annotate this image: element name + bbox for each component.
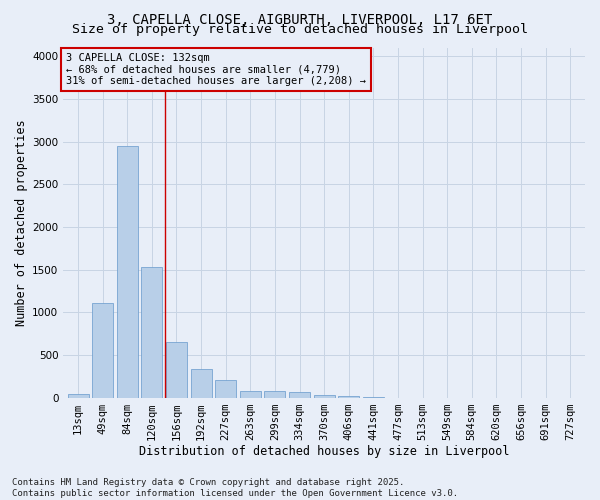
- Bar: [117, 146, 138, 398]
- Text: Size of property relative to detached houses in Liverpool: Size of property relative to detached ho…: [72, 22, 528, 36]
- Bar: [142, 267, 163, 398]
- Text: 3 CAPELLA CLOSE: 132sqm
← 68% of detached houses are smaller (4,779)
31% of semi: 3 CAPELLA CLOSE: 132sqm ← 68% of detache…: [66, 53, 366, 86]
- Bar: [363, 397, 384, 398]
- Bar: [338, 396, 359, 398]
- Bar: [191, 369, 212, 398]
- Bar: [314, 395, 335, 398]
- Text: 3, CAPELLA CLOSE, AIGBURTH, LIVERPOOL, L17 6ET: 3, CAPELLA CLOSE, AIGBURTH, LIVERPOOL, L…: [107, 12, 493, 26]
- Y-axis label: Number of detached properties: Number of detached properties: [15, 120, 28, 326]
- Bar: [92, 303, 113, 398]
- X-axis label: Distribution of detached houses by size in Liverpool: Distribution of detached houses by size …: [139, 444, 509, 458]
- Bar: [68, 394, 89, 398]
- Bar: [289, 392, 310, 398]
- Text: Contains HM Land Registry data © Crown copyright and database right 2025.
Contai: Contains HM Land Registry data © Crown c…: [12, 478, 458, 498]
- Bar: [240, 390, 261, 398]
- Bar: [166, 342, 187, 398]
- Bar: [215, 380, 236, 398]
- Bar: [265, 390, 286, 398]
